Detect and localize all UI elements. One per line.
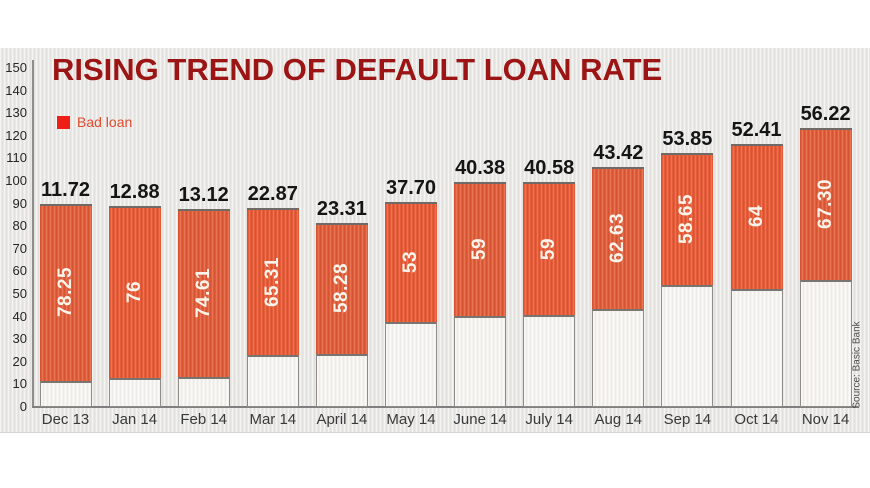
x-category-label: Oct 14 [734,411,779,428]
x-category-label: April 14 [316,411,368,428]
bar-value-inside: 58.65 [676,193,698,245]
bar-value-above: 23.31 [316,197,367,220]
bar-base-segment [592,308,645,407]
bar-base-segment [177,377,230,407]
bar-value-inside: 67.30 [814,178,836,229]
x-category-label: May 14 [386,411,436,428]
bar-value-above: 52.41 [731,118,782,141]
y-tick-label-150: 150 [5,60,27,75]
bar-badloan-segment [799,127,852,280]
bar-base-segment [454,315,507,407]
x-category-label: Jan 14 [112,411,158,428]
bar-value-inside: 65.31 [261,256,283,307]
bar-value-above: 37.70 [385,177,437,200]
y-tick-label-120: 120 [5,127,27,143]
bar-value-inside: 64 [745,205,767,228]
bar-base-segment [39,380,92,407]
y-tick-label-90: 90 [12,195,27,211]
y-axis-line [32,60,34,407]
bar-value-above: 56.22 [800,102,851,125]
x-axis-baseline [32,406,858,408]
chart-title: RISING TREND OF DEFAULT LOAN RATE [52,52,663,87]
bar-badloan-segment [177,208,230,378]
bar-base-segment [246,355,299,407]
bar-value-inside: 59 [538,237,560,260]
y-tick-label-80: 80 [12,218,27,234]
source-credit: Source: Basic Bank [851,321,863,409]
bar-value-above: 43.42 [593,142,644,165]
bar-value-above: 40.38 [455,157,506,180]
legend-badloan-swatch [57,115,70,129]
bar-badloan-segment [661,152,714,286]
y-tick-label-70: 70 [12,240,27,256]
y-tick-label-110: 110 [6,150,27,166]
y-tick-label-20: 20 [12,353,27,369]
bar-badloan-segment [730,143,783,289]
bar-value-inside: 62.63 [607,213,629,264]
x-category-label: Mar 14 [249,411,297,428]
x-category-label: Nov 14 [801,411,850,428]
bar-value-inside: 78.25 [54,267,76,318]
x-category-label: Aug 14 [594,411,643,428]
y-tick-label-140: 140 [5,82,27,98]
bar-value-above: 53.85 [662,127,713,150]
x-category-label: Sep 14 [663,411,712,428]
bar-base-segment [523,315,576,407]
bar-badloan-segment [246,207,299,356]
bar-value-above: 22.87 [247,182,298,205]
bar-base-segment [799,279,852,407]
bar-base-segment [108,377,161,407]
y-tick-label-100: 100 [5,173,27,188]
bar-badloan-segment [523,181,576,316]
bar-badloan-segment [454,182,507,316]
bar-value-above: 12.88 [109,181,160,204]
bar-value-inside: 74.61 [192,268,214,319]
x-category-label: July 14 [525,411,573,428]
bar-value-above: 13.12 [178,183,229,206]
legend: Bad loan [57,115,132,129]
y-tick-label-30: 30 [12,331,27,347]
bar-badloan-segment [385,202,437,322]
y-tick-label-60: 60 [12,263,27,279]
bar-badloan-segment [108,206,161,378]
bar-value-above: 40.58 [524,156,575,179]
y-tick-label-130: 130 [5,105,27,121]
chart-panel: RISING TREND OF DEFAULT LOAN RATE Bad lo… [0,48,870,433]
y-tick-label-40: 40 [12,308,27,324]
bar-badloan-segment [39,203,92,381]
bar-base-segment [385,321,437,407]
y-tick-label-0: 0 [19,399,27,414]
bar-value-above: 11.72 [41,178,90,201]
x-category-label: June 14 [453,411,507,428]
bar-value-inside: 53 [400,250,421,273]
x-category-label: Feb 14 [180,411,228,428]
y-tick-label-50: 50 [12,286,27,301]
bar-badloan-segment [315,222,368,355]
bar-base-segment [730,288,783,407]
bar-base-segment [315,354,368,407]
bar-base-segment [661,285,714,407]
bar-value-inside: 59 [469,237,491,261]
x-category-label: Dec 13 [41,411,90,428]
bar-badloan-segment [592,167,645,309]
bar-value-inside: 76 [123,280,145,304]
y-tick-label-10: 10 [12,376,27,392]
bar-value-inside: 58.28 [330,263,352,314]
legend-badloan-label: Bad loan [77,114,133,130]
